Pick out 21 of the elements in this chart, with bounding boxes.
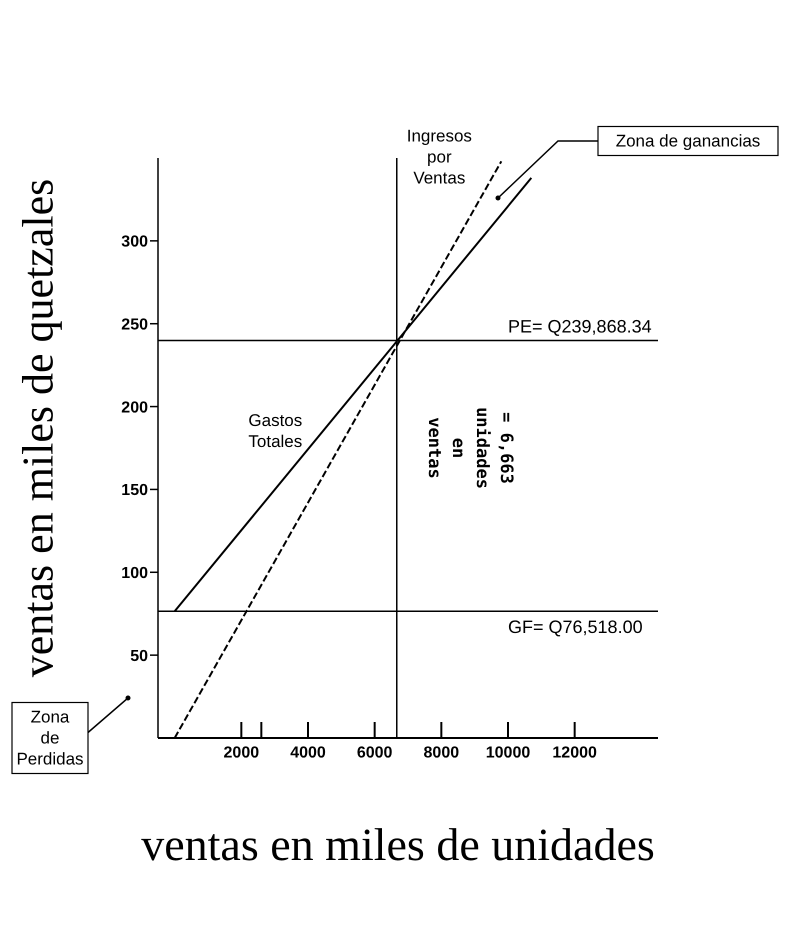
series-label: Gastos Totales (248, 410, 302, 451)
x-tick-label: 12000 (552, 744, 598, 762)
series-label: Ingresos por Ventas (406, 126, 472, 188)
y-tick-label: 300 (121, 234, 148, 251)
x-tick-label: 8000 (424, 744, 460, 762)
x-axis-title: ventas en miles de unidades (140, 818, 656, 871)
x-tick-label: 2000 (224, 744, 260, 762)
y-axis-title: ventas en miles de quetzales (12, 178, 64, 678)
text: Zona de ganancias (616, 132, 760, 150)
x-tick-label: 10000 (486, 744, 530, 762)
y-tick-label: 150 (121, 482, 148, 500)
ref-line-label: PE= Q239,868.34 (508, 316, 652, 336)
text: Zona de Perdidas (16, 708, 84, 768)
ref-line-label: ventas en unidades = 6,663 (424, 407, 516, 489)
ref-line-label: GF= Q76,518.00 (508, 617, 643, 638)
x-tick-label: 4000 (290, 744, 326, 762)
y-tick-label: 200 (121, 399, 148, 416)
x-tick-label: 6000 (356, 744, 393, 762)
y-tick-label: 50 (130, 648, 148, 665)
y-tick-label: 100 (121, 564, 148, 582)
y-tick-label: 250 (121, 316, 148, 334)
